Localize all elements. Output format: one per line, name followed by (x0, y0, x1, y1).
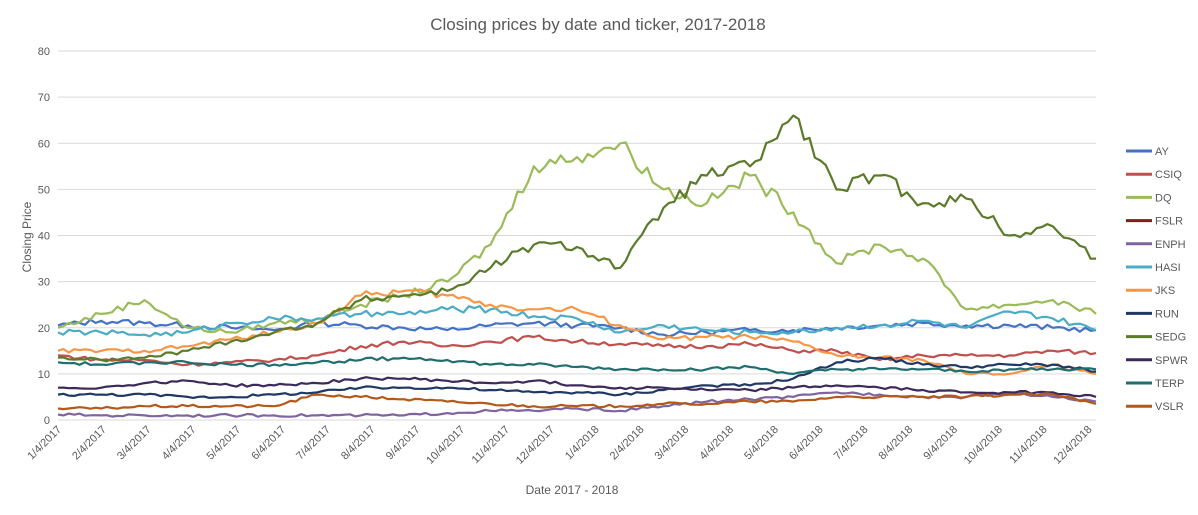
x-tick-label: 2/4/2017 (70, 424, 109, 463)
legend-label: VSLR (1155, 401, 1184, 413)
series-line-ay (57, 318, 1097, 338)
series-line-vslr (57, 392, 1097, 411)
y-tick-label: 0 (44, 415, 50, 427)
x-tick-label: 1/4/2018 (563, 424, 602, 463)
legend-label: AY (1155, 146, 1170, 158)
y-tick-label: 50 (38, 184, 50, 196)
legend-label: ENPH (1155, 239, 1186, 251)
y-tick-label: 30 (38, 277, 50, 289)
legend-label: SEDG (1155, 332, 1186, 344)
x-tick-label: 11/4/2017 (470, 424, 513, 467)
legend-label: TERP (1155, 378, 1184, 390)
x-tick-label: 7/4/2018 (832, 424, 871, 463)
legend-label: JKS (1155, 285, 1175, 297)
series-line-hasi (57, 305, 1097, 338)
y-axis-title: Closing Price (20, 201, 34, 272)
x-axis-title: Date 2017 - 2018 (526, 483, 619, 497)
x-tick-label: 1/4/2017 (25, 424, 64, 463)
y-tick-label: 60 (38, 138, 50, 150)
x-tick-label: 6/4/2018 (787, 424, 826, 463)
x-tick-label: 3/4/2018 (653, 424, 692, 463)
x-tick-label: 12/4/2018 (1051, 424, 1094, 467)
series-line-jks (57, 288, 1097, 376)
x-tick-label: 5/4/2018 (742, 424, 781, 463)
x-tick-label: 4/4/2018 (697, 424, 736, 463)
x-tick-label: 4/4/2017 (160, 424, 199, 463)
x-tick-label: 9/4/2017 (384, 424, 423, 463)
chart-title: Closing prices by date and ticker, 2017-… (430, 15, 765, 34)
legend-label: FSLR (1155, 216, 1183, 228)
series-line-dq (57, 141, 1097, 334)
y-tick-label: 20 (38, 323, 50, 335)
series-line-sedg (57, 114, 1097, 363)
y-tick-label: 70 (38, 92, 50, 104)
x-tick-label: 10/4/2018 (962, 424, 1005, 467)
y-tick-label: 80 (38, 46, 50, 58)
x-tick-label: 3/4/2017 (115, 424, 154, 463)
x-tick-label: 9/4/2018 (921, 424, 960, 463)
legend-label: DQ (1155, 192, 1172, 204)
legend-label: RUN (1155, 308, 1179, 320)
y-tick-label: 40 (38, 231, 50, 243)
x-tick-label: 11/4/2018 (1007, 424, 1050, 467)
x-tick-label: 2/4/2018 (608, 424, 647, 463)
x-tick-label: 7/4/2017 (294, 424, 333, 463)
legend-label: SPWR (1155, 355, 1188, 367)
series-line-csiq (57, 334, 1097, 367)
x-tick-label: 8/4/2017 (339, 424, 378, 463)
x-tick-label: 12/4/2017 (514, 424, 557, 467)
series-line-enph (57, 391, 1097, 418)
series-line-spwr (57, 376, 1097, 398)
x-tick-label: 10/4/2017 (424, 424, 467, 467)
series-line-run (57, 356, 1097, 399)
series-line-terp (57, 356, 1097, 375)
y-tick-label: 10 (38, 369, 50, 381)
x-tick-label: 8/4/2018 (877, 424, 916, 463)
x-tick-label: 6/4/2017 (249, 424, 288, 463)
legend-label: CSIQ (1155, 169, 1182, 181)
x-tick-label: 5/4/2017 (205, 424, 244, 463)
legend-label: HASI (1155, 262, 1181, 274)
